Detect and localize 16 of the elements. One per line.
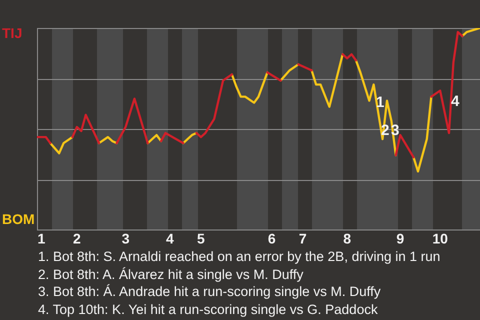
text: 1. Bot 8th: S. Arnaldi reached on an error by the 2B, driving in 1 run bbox=[38, 248, 442, 266]
x-tick-label: 5 bbox=[197, 230, 206, 246]
x-tick-label: 10 bbox=[432, 230, 448, 246]
x-tick-label: 7 bbox=[298, 230, 307, 246]
x-tick-label: 1 bbox=[38, 230, 46, 246]
x-tick-label: 3 bbox=[122, 230, 130, 246]
x-tick-label: 8 bbox=[343, 230, 352, 246]
x-tick-label: 2 bbox=[72, 230, 81, 246]
text: BOM bbox=[2, 210, 35, 227]
x-tick-label: 6 bbox=[268, 230, 276, 246]
x-tick-label: 9 bbox=[396, 230, 404, 246]
x-tick-label: 4 bbox=[166, 230, 174, 246]
text: TIJ bbox=[2, 24, 22, 41]
text: 2. Bot 8th: A. Álvarez hit a single vs M. Duffy bbox=[38, 266, 304, 283]
text: 4. Top 10th: K. Yei hit a run-scoring single vs G. Paddock bbox=[38, 300, 379, 318]
text: 3. Bot 8th: Á. Andrade hit a run-scoring single vs M. Duffy bbox=[38, 283, 382, 300]
